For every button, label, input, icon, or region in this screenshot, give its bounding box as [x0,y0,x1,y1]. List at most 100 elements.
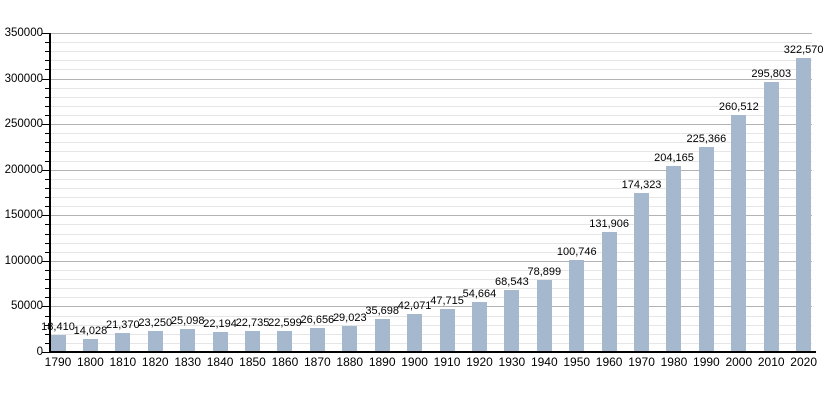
x-tick-label-1890: 1890 [368,355,396,369]
bar-1830 [180,329,196,352]
bar-1860 [277,331,293,352]
y-tick-label: 200000 [4,163,43,176]
value-label-1870: 26,656 [300,313,335,326]
x-tick-label-1950: 1950 [563,355,591,369]
minor-gridline [50,197,812,199]
bar-1840 [212,331,228,352]
y-minor-tick [45,224,49,226]
value-label-1900: 42,071 [397,299,432,312]
y-minor-tick [45,242,49,244]
y-major-tick [42,306,49,308]
value-label-1980: 204,165 [654,151,694,164]
bar-1820 [147,330,163,352]
y-major-tick [42,124,49,126]
y-minor-tick [45,233,49,235]
plot-area [50,33,812,352]
y-tick-label: 0 [36,346,43,358]
y-minor-tick [45,87,49,89]
value-label-1930: 68,543 [495,275,529,288]
bar-1970 [634,193,650,352]
x-tick-label-1990: 1990 [693,355,720,369]
value-label-2000: 260,512 [718,100,759,113]
bar-1790 [50,335,66,352]
x-tick-label-1910: 1910 [433,355,461,369]
y-tick-label: 250000 [4,118,43,131]
x-tick-label-1860: 1860 [271,355,299,369]
value-label-1990: 225,366 [686,132,727,145]
y-major-tick [42,215,49,217]
x-tick-label-1840: 1840 [206,355,234,369]
major-gridline [50,78,812,80]
major-gridline [50,306,812,308]
minor-gridline [50,269,812,271]
value-label-1800: 14,028 [73,325,108,338]
y-minor-tick [45,206,49,208]
y-minor-tick [45,69,49,71]
x-tick-label-1940: 1940 [530,355,558,369]
y-minor-tick [45,197,49,199]
minor-gridline [50,160,812,162]
y-major-tick [42,260,49,262]
value-label-1810: 21,370 [106,318,140,331]
y-minor-tick [45,315,49,317]
x-tick-label-1920: 1920 [466,355,493,369]
bar-2000 [731,114,747,352]
y-minor-tick [45,96,49,98]
bar-1960 [601,231,617,352]
x-tick-label-1870: 1870 [304,355,331,369]
x-tick-label-1830: 1830 [174,355,202,369]
value-label-2010: 295,803 [751,68,792,81]
minor-gridline [50,206,812,208]
major-gridline [50,215,812,217]
value-label-1790: 18,410 [41,321,75,334]
bar-2010 [763,82,779,352]
minor-gridline [50,315,812,317]
y-minor-tick [45,269,49,271]
y-minor-tick [45,160,49,162]
y-major-tick [42,33,49,34]
x-tick-label-1850: 1850 [239,355,266,369]
minor-gridline [50,342,812,344]
minor-gridline [50,251,812,253]
y-minor-tick [45,178,49,180]
value-label-1840: 22,194 [203,317,237,330]
y-minor-tick [45,51,49,53]
y-minor-tick [45,187,49,189]
y-minor-tick [45,142,49,144]
bar-2020 [796,58,812,352]
major-gridline [50,33,812,34]
minor-gridline [50,133,812,135]
major-gridline [50,260,812,262]
value-label-1820: 23,250 [138,316,173,329]
y-major-tick [42,352,49,353]
y-minor-tick [45,105,49,107]
minor-gridline [50,69,812,71]
minor-gridline [50,142,812,144]
minor-gridline [50,96,812,98]
minor-gridline [50,105,812,107]
bar-1810 [115,332,131,352]
x-tick-label-1800: 1800 [77,355,104,369]
value-label-1850: 22,735 [235,317,270,330]
minor-gridline [50,51,812,53]
y-tick-label: 100000 [4,254,43,267]
x-tick-label-1970: 1970 [628,355,655,369]
y-minor-tick [45,60,49,62]
major-gridline [50,124,812,126]
minor-gridline [50,233,812,235]
y-axis [49,33,51,353]
x-tick-label-1810: 1810 [109,355,137,369]
y-minor-tick [45,133,49,135]
y-minor-tick [45,279,49,281]
y-minor-tick [45,115,49,117]
x-axis [49,351,816,353]
y-minor-tick [45,42,49,44]
minor-gridline [50,279,812,281]
value-label-1960: 131,906 [589,217,630,230]
bar-1870 [309,327,325,352]
minor-gridline [50,324,812,326]
value-label-1860: 22,599 [268,317,302,330]
y-tick-label: 50000 [11,300,43,313]
value-label-1910: 47,715 [430,294,464,307]
y-minor-tick [45,288,49,290]
